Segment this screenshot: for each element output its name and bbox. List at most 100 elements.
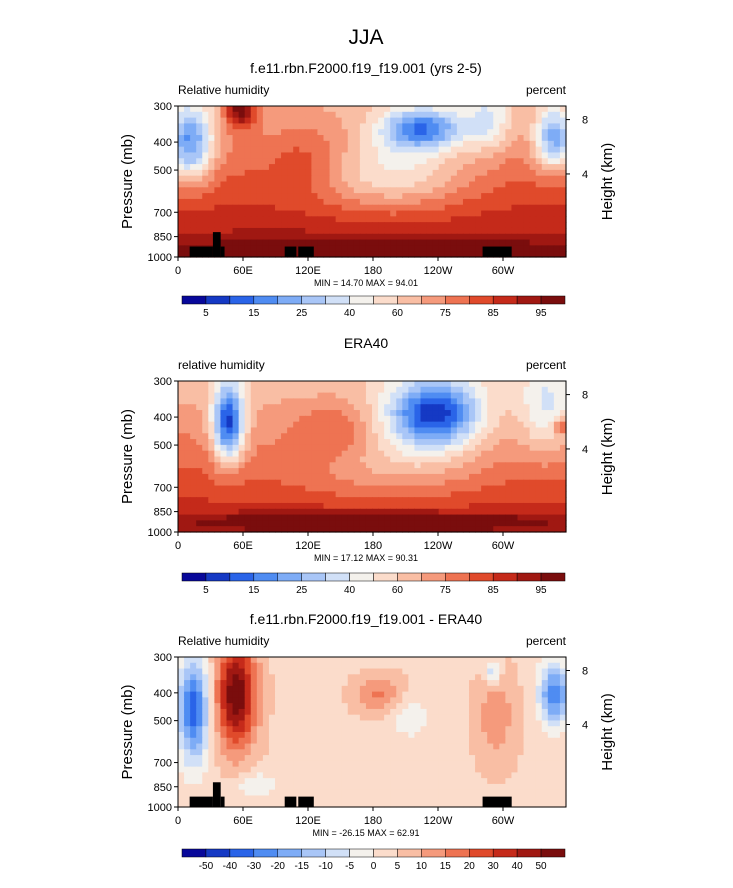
field-cell: [372, 135, 379, 142]
field-cell: [196, 720, 203, 727]
field-cell: [299, 444, 306, 452]
field-cell: [462, 129, 470, 136]
field-cell: [329, 714, 337, 722]
field-cell: [402, 657, 409, 664]
field-cell: [541, 760, 549, 768]
field-cell: [523, 381, 531, 388]
field-cell: [529, 175, 537, 183]
field-cell: [311, 427, 319, 434]
field-cell: [184, 502, 191, 510]
field-cell: [305, 181, 312, 188]
field-cell: [341, 227, 349, 235]
field-cell: [262, 714, 270, 722]
field-cell: [426, 508, 434, 516]
field-cell: [329, 187, 337, 194]
field-cell: [299, 433, 306, 440]
field-cell: [462, 433, 470, 440]
field-cell: [275, 697, 282, 704]
field-cell: [396, 766, 403, 773]
field-cell: [426, 129, 434, 136]
field-cell: [244, 468, 252, 475]
field-cell: [559, 497, 567, 504]
field-cell: [287, 789, 294, 797]
field-cell: [414, 456, 422, 463]
field-cell: [317, 410, 325, 417]
field-cell: [547, 691, 555, 698]
field-cell: [256, 726, 264, 733]
field-cell: [353, 755, 361, 762]
field-cell: [378, 450, 385, 458]
field-cell: [414, 662, 422, 670]
field-cell: [414, 502, 422, 510]
field-cell: [329, 169, 337, 177]
field-cell: [402, 381, 409, 388]
field-cell: [311, 680, 319, 687]
field-cell: [505, 514, 513, 521]
field-cell: [329, 404, 337, 411]
field-cell: [372, 502, 379, 510]
field-cell: [499, 129, 506, 136]
field-cell: [396, 691, 403, 698]
field-cell: [226, 129, 234, 136]
field-cell: [523, 708, 531, 716]
field-cell: [487, 697, 494, 704]
field-cell: [323, 216, 331, 223]
field-cell: [444, 680, 452, 687]
field-cell: [456, 497, 464, 504]
field-cell: [432, 398, 440, 405]
field-cell: [293, 668, 300, 675]
field-cell: [178, 245, 185, 252]
field-cell: [426, 485, 434, 492]
field-cell: [481, 181, 488, 188]
field-cell: [226, 106, 234, 113]
field-cell: [493, 685, 500, 693]
field-cell: [365, 398, 373, 405]
field-cell: [505, 778, 513, 785]
field-cell: [208, 140, 215, 148]
colorbar-box: [516, 295, 542, 305]
field-cell: [420, 222, 428, 229]
colorbar-box: [469, 295, 494, 305]
field-cell: [517, 140, 525, 148]
field-cell: [444, 381, 452, 388]
field-cell: [535, 398, 543, 405]
field-cell: [311, 743, 319, 750]
field-cell: [499, 497, 506, 504]
field-cell: [317, 392, 325, 400]
field-cell: [378, 766, 385, 773]
field-cell: [190, 117, 197, 125]
field-cell: [335, 123, 343, 130]
field-cell: [317, 164, 325, 171]
min-max-stats: MIN = 17.12 MAX = 90.31: [314, 553, 418, 563]
field-cell: [372, 755, 379, 762]
x-tick-label: 60W: [492, 265, 515, 277]
field-cell: [402, 216, 409, 223]
field-cell: [329, 204, 337, 212]
field-cell: [475, 789, 482, 797]
field-cell: [450, 714, 458, 722]
field-cell: [475, 737, 482, 745]
field-cell: [541, 386, 549, 394]
field-cell: [535, 674, 543, 681]
field-cell: [481, 662, 488, 670]
field-cell: [317, 398, 325, 405]
field-cell: [493, 398, 500, 405]
field-cell: [444, 421, 452, 429]
field-cell: [438, 697, 446, 704]
field-cell: [450, 392, 458, 400]
field-cell: [353, 410, 361, 417]
field-cell: [305, 169, 312, 177]
field-cell: [432, 233, 440, 241]
field-cell: [275, 169, 282, 177]
field-cell: [493, 381, 500, 388]
field-cell: [493, 520, 500, 527]
field-cell: [396, 674, 403, 681]
field-cell: [275, 732, 282, 739]
field-cell: [402, 720, 409, 727]
colorbar-label: 15: [248, 308, 260, 319]
field-cell: [275, 135, 282, 142]
field-cell: [438, 657, 446, 664]
field-cell: [559, 198, 567, 206]
field-cell: [438, 175, 446, 183]
field-cell: [402, 146, 409, 154]
